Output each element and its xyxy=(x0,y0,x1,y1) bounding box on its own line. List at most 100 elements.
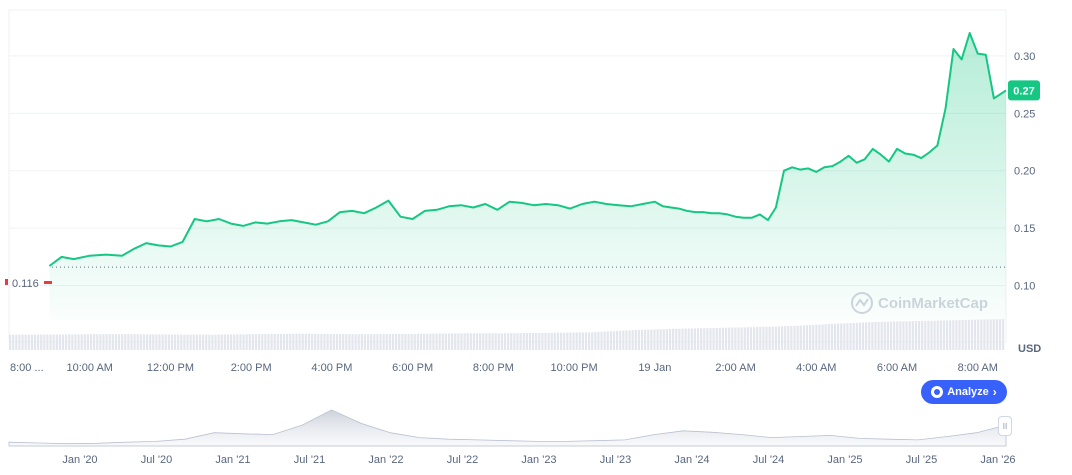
volume-bar xyxy=(805,325,809,350)
volume-bar xyxy=(840,323,843,350)
volume-bar xyxy=(693,328,697,350)
volume-bar xyxy=(295,333,298,350)
volume-bar xyxy=(924,320,927,350)
volume-bar xyxy=(616,330,619,350)
volume-bar xyxy=(68,334,71,350)
volume-bar xyxy=(292,333,295,350)
volume-bar xyxy=(145,334,149,350)
volume-bar xyxy=(152,334,155,350)
volume-bar xyxy=(170,334,174,350)
navigator[interactable] xyxy=(8,409,1007,447)
volume-bar xyxy=(407,333,410,350)
volume-bar xyxy=(261,334,264,350)
volume-bar xyxy=(992,319,995,350)
navigator-tick-label: Jan '21 xyxy=(215,454,250,466)
volume-bar xyxy=(217,334,220,350)
volume-bar xyxy=(192,334,195,350)
analyze-button[interactable]: Analyze › xyxy=(921,380,1007,404)
open-price-label: 0.116 xyxy=(12,278,39,290)
volume-bar xyxy=(980,319,983,350)
volume-bar xyxy=(528,333,532,350)
volume-bar xyxy=(314,333,317,350)
volume-bar xyxy=(211,334,214,350)
volume-bar xyxy=(491,333,494,350)
volume-bar xyxy=(799,325,802,350)
volume-bar xyxy=(531,332,535,350)
volume-bar xyxy=(874,321,877,350)
watermark: CoinMarketCap xyxy=(851,292,988,314)
volume-bar xyxy=(914,321,918,350)
volume-bar xyxy=(612,331,616,350)
volume-bar xyxy=(220,334,223,350)
volume-bar xyxy=(49,334,52,350)
navigator-tick-label: Jul '20 xyxy=(141,454,172,466)
volume-bar xyxy=(111,334,114,350)
volume-bar xyxy=(625,330,628,350)
x-tick-label: 8:00 AM xyxy=(958,362,998,374)
volume-bar xyxy=(746,327,749,350)
navigator-tick-label: Jul '24 xyxy=(753,454,784,466)
volume-bar xyxy=(768,326,771,350)
volume-bar xyxy=(264,334,267,350)
volume-bar xyxy=(460,333,463,350)
volume-bar xyxy=(696,328,700,350)
price-line xyxy=(48,32,1007,267)
volume-bar xyxy=(843,323,846,350)
price-area xyxy=(49,33,1006,320)
x-tick-label: 4:00 AM xyxy=(796,362,836,374)
volume-bar xyxy=(756,327,759,350)
volume-bar xyxy=(30,334,33,350)
navigator-tick-label: Jul '25 xyxy=(906,454,937,466)
volume-bar xyxy=(672,328,675,350)
volume-bar xyxy=(230,334,233,350)
volume-bar xyxy=(12,334,15,350)
volume-bar xyxy=(357,334,360,350)
volume-bar xyxy=(320,333,323,350)
volume-bar xyxy=(77,334,80,350)
volume-bar xyxy=(208,334,211,350)
volume-bar xyxy=(441,333,444,350)
volume-bar xyxy=(226,334,230,350)
volume-bar xyxy=(99,334,102,350)
volume-bar xyxy=(479,333,482,350)
volume-bar xyxy=(902,321,905,350)
navigator-tick-label: Jul '21 xyxy=(294,454,325,466)
volume-bar xyxy=(942,320,946,350)
volume-bar xyxy=(712,327,715,350)
volume-bar xyxy=(9,334,12,350)
volume-bar xyxy=(715,327,718,350)
volume-bar xyxy=(784,326,787,350)
volume-bar xyxy=(952,320,955,350)
volume-bar xyxy=(955,320,958,350)
volume-bar xyxy=(930,320,933,350)
navigator-tick-label: Jan '20 xyxy=(62,454,97,466)
volume-bar xyxy=(61,334,65,350)
volume-bar xyxy=(640,329,644,350)
navigator-tick-label: Jul '23 xyxy=(600,454,631,466)
volume-bar xyxy=(644,329,647,350)
volume-bar xyxy=(908,321,911,350)
volume-bar xyxy=(398,333,401,350)
volume-bar xyxy=(678,328,681,350)
navigator-handle[interactable]: II xyxy=(998,416,1012,436)
volume-bar xyxy=(482,333,485,350)
volume-bar xyxy=(556,332,560,350)
volume-bar xyxy=(52,334,55,350)
volume-bar xyxy=(787,326,790,350)
volume-bar xyxy=(93,334,96,350)
volume-bar xyxy=(335,334,339,350)
currency-label: USD xyxy=(1018,343,1041,355)
volume-bar xyxy=(690,328,693,350)
volume-bar xyxy=(370,334,373,350)
x-tick-label: 10:00 PM xyxy=(551,362,598,374)
volume-bar xyxy=(905,321,908,350)
volume-bar xyxy=(289,333,292,350)
volume-bar xyxy=(366,334,370,350)
volume-bar xyxy=(385,334,388,350)
volume-bar xyxy=(958,320,961,350)
volume-bar xyxy=(861,322,865,350)
volume-bar xyxy=(961,320,964,350)
volume-bar xyxy=(718,327,721,350)
